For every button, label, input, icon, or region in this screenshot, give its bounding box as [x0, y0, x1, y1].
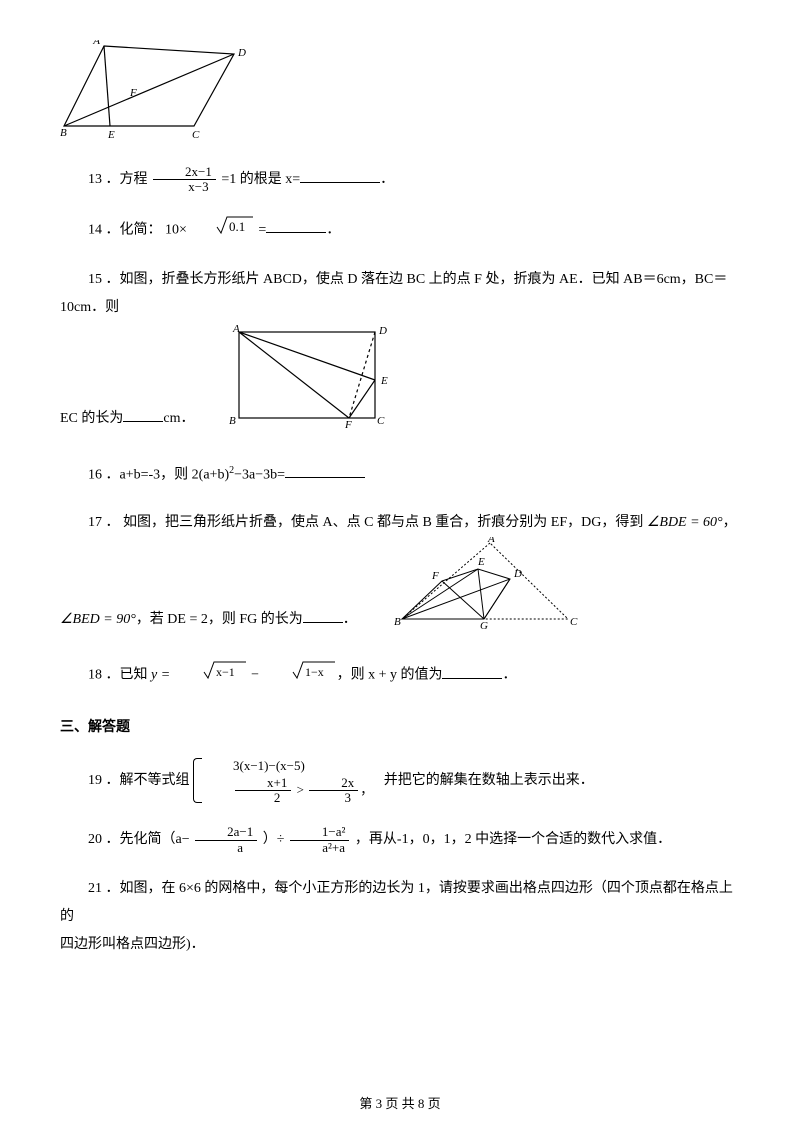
question-16: 16 ．a+b=-3，则 2(a+b)2−3a−3b=	[60, 461, 740, 490]
q18-minus: −	[248, 668, 263, 683]
q19-system: 3(x−1)−(x−5) x+12 > 2x3，	[193, 756, 373, 805]
q15-line2-post: cm．	[163, 411, 194, 426]
q17-de: ，若 DE = 2，则 FG 的长为	[136, 612, 303, 627]
q15-line2-pre: EC 的长为	[60, 411, 123, 426]
q19-sys-line1: 3(x−1)−(x−5)	[205, 756, 373, 776]
question-19: 19 ．解不等式组 3(x−1)−(x−5) x+12 > 2x3， 并把它的解…	[60, 756, 740, 805]
q20-suffix: ，再从-1，0，1，2 中选择一个合适的数代入求值．	[355, 832, 671, 847]
question-15: 15 ．如图，折叠长方形纸片 ABCD，使点 D 落在边 BC 上的点 F 处，…	[60, 266, 740, 441]
svg-text:C: C	[192, 129, 200, 140]
q15-blank	[123, 408, 163, 422]
q17-line1-post: ，	[723, 515, 737, 530]
q18-suffix: ．	[502, 668, 516, 683]
q20-number: 20	[88, 832, 102, 847]
q19-suffix: 并把它的解集在数轴上表示出来．	[384, 773, 594, 788]
question-13: 13 ．方程 2x−1 x−3 =1 的根是 x= ．	[60, 165, 740, 195]
q20-mid: ）÷	[263, 832, 285, 847]
q17-number: 17	[88, 515, 102, 530]
q18-sqrt1: x−1	[174, 660, 248, 691]
q18-blank	[442, 665, 502, 679]
svg-text:B: B	[60, 127, 67, 139]
q16-prefix: ．a+b=-3，则 2	[106, 467, 199, 482]
q15-number: 15	[88, 272, 102, 287]
q14-suffix: ．	[326, 222, 340, 237]
q13-prefix: ．方程	[106, 172, 148, 187]
q13-suffix: ．	[380, 172, 394, 187]
q13-fraction: 2x−1 x−3	[153, 165, 216, 195]
svg-text:D: D	[513, 568, 522, 580]
q14-blank	[266, 219, 326, 233]
q20-frac2: 1−a²a²+a	[290, 825, 350, 855]
svg-text:D: D	[378, 325, 387, 337]
q18-mid: ，则 x + y 的值为	[337, 668, 443, 683]
q19-number: 19	[88, 773, 102, 788]
question-21: 21 ．如图，在 6×6 的网格中，每个小正方形的边长为 1，请按要求画出格点四…	[60, 875, 740, 959]
q16-mid: −3a−3b=	[234, 467, 285, 482]
q20-prefix: ．先化简（a−	[106, 832, 190, 847]
svg-text:A: A	[487, 537, 495, 545]
figure-q17: A B C E F D G	[382, 537, 582, 640]
question-14: 14 ．化简： 10× 0.1 = ．	[60, 215, 740, 246]
q18-yeq: y =	[151, 668, 174, 683]
svg-text:E: E	[477, 556, 485, 568]
q13-number: 13	[88, 172, 102, 187]
svg-text:F: F	[344, 419, 352, 430]
question-17: 17 ． 如图，把三角形纸片折叠，使点 A、点 C 都与点 B 重合，折痕分别为…	[60, 509, 740, 640]
q15-line1: ．如图，折叠长方形纸片 ABCD，使点 D 落在边 BC 上的点 F 处，折痕为…	[60, 272, 727, 315]
svg-text:1−x: 1−x	[305, 665, 324, 679]
svg-text:C: C	[377, 415, 385, 427]
q18-sqrt2: 1−x	[263, 660, 337, 691]
q14-number: 14	[88, 222, 102, 237]
q17-angle2: ∠BED = 90°	[60, 612, 136, 627]
question-18: 18 ．已知 y = x−1 − 1−x ，则 x + y 的值为 ．	[60, 660, 740, 691]
q17-angle1: ∠BDE = 60°	[647, 515, 723, 530]
svg-text:F: F	[431, 570, 439, 582]
q17-suffix: ．	[343, 612, 357, 627]
q21-number: 21	[88, 881, 102, 896]
q19-sys-line2: x+12 > 2x3，	[205, 776, 373, 806]
question-20: 20 ．先化简（a− 2a−1a ）÷ 1−a²a²+a ，再从-1，0，1，2…	[60, 825, 740, 855]
svg-text:F: F	[129, 87, 137, 99]
q13-mid: =1 的根是 x=	[221, 172, 300, 187]
q19-prefix: ．解不等式组	[106, 773, 190, 788]
svg-text:A: A	[92, 40, 100, 47]
svg-text:B: B	[394, 616, 401, 628]
q17-line1-pre: ． 如图，把三角形纸片折叠，使点 A、点 C 都与点 B 重合，折痕分别为 EF…	[106, 515, 644, 530]
svg-text:E: E	[380, 375, 388, 387]
q18-number: 18	[88, 668, 102, 683]
q16-blank	[285, 464, 365, 478]
page-footer: 第 3 页 共 8 页	[0, 1093, 800, 1112]
q16-number: 16	[88, 467, 102, 482]
svg-text:D: D	[237, 47, 246, 59]
q14-prefix: ．化简：	[106, 222, 162, 237]
q20-frac1: 2a−1a	[195, 825, 257, 855]
q21-line2: 四边形叫格点四边形)．	[60, 931, 740, 959]
svg-text:E: E	[107, 129, 115, 140]
q13-blank	[300, 169, 380, 183]
svg-text:B: B	[229, 415, 236, 427]
q21-line1: ．如图，在 6×6 的网格中，每个小正方形的边长为 1，请按要求画出格点四边形（…	[60, 881, 733, 924]
svg-text:C: C	[570, 616, 578, 628]
q18-prefix: ．已知	[106, 668, 148, 683]
q14-left: 10×	[165, 222, 187, 237]
q16-paren: (a+b)	[199, 467, 229, 482]
svg-text:x−1: x−1	[216, 665, 235, 679]
figure-q15: A D B C E F	[205, 322, 405, 441]
svg-text:A: A	[232, 323, 240, 335]
svg-text:G: G	[480, 620, 488, 629]
figure-q12: A D B C E F	[60, 40, 740, 145]
q14-mid: =	[258, 222, 266, 237]
q17-blank	[303, 609, 343, 623]
section-3-title: 三、解答题	[60, 716, 740, 736]
q14-sqrt: 0.1	[187, 215, 255, 246]
svg-text:0.1: 0.1	[229, 219, 245, 234]
